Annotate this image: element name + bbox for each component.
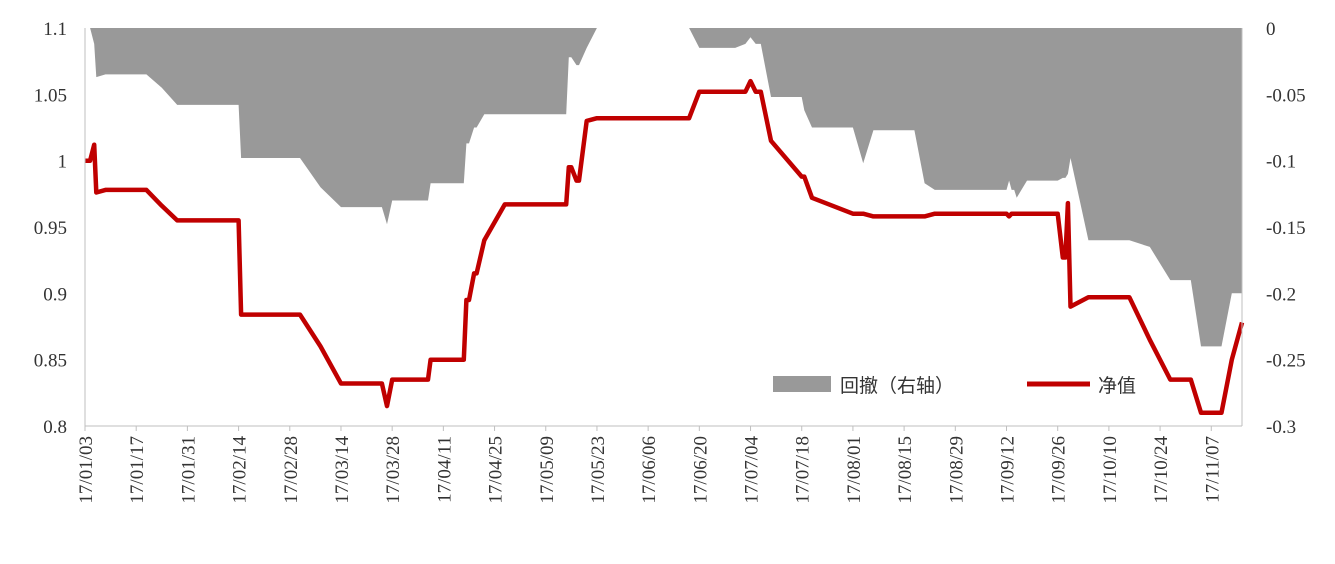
- x-tick-label: 17/07/04: [742, 436, 763, 504]
- x-tick-label: 17/05/09: [537, 436, 558, 504]
- x-tick-label: 17/03/28: [383, 436, 404, 504]
- drawdown-area: [85, 28, 1242, 347]
- right-tick-label: -0.2: [1266, 284, 1296, 305]
- left-tick-label: 0.9: [43, 284, 67, 305]
- legend: 回撤（右轴） 净值: [773, 375, 1136, 397]
- left-tick-label: 0.95: [34, 218, 67, 239]
- x-tick-label: 17/02/28: [281, 436, 302, 504]
- x-tick-label: 17/01/31: [178, 436, 199, 504]
- axes-layer: [84, 28, 1243, 427]
- x-tick-label: 17/09/26: [1049, 436, 1070, 504]
- left-tick-label: 1.1: [43, 19, 67, 40]
- right-tick-label: -0.05: [1266, 85, 1306, 106]
- x-tick-label: 17/09/12: [998, 436, 1019, 504]
- x-tick-label: 17/01/03: [76, 436, 97, 504]
- right-tick-label: -0.25: [1266, 351, 1306, 372]
- right-tick-label: -0.1: [1266, 152, 1296, 173]
- left-tick-label: 1: [58, 152, 68, 173]
- x-tick-label: 17/04/11: [434, 436, 455, 503]
- left-tick-label: 1.05: [34, 85, 67, 106]
- left-tick-label: 0.85: [34, 351, 67, 372]
- nav-line: [85, 78, 1245, 415]
- x-tick-label: 17/02/14: [230, 436, 251, 504]
- x-tick-label: 17/06/20: [690, 436, 711, 504]
- legend-label-drawdown: 回撤（右轴）: [840, 375, 954, 397]
- x-tick-label: 17/08/15: [895, 436, 916, 504]
- x-axis-ticks: 17/01/03 17/01/17 17/01/31 17/02/14 17/02/28…: [76, 426, 1223, 504]
- left-axis-ticks: 0.8 0.85 0.9 0.95 1 1.05 1.1: [34, 19, 67, 438]
- x-tick-label: 17/04/25: [486, 436, 507, 504]
- nav-line-layer: [85, 78, 1245, 415]
- x-tick-label: 17/06/06: [639, 436, 660, 504]
- x-tick-label: 17/03/14: [332, 436, 353, 504]
- x-tick-label: 17/10/10: [1100, 436, 1121, 504]
- x-tick-label: 17/10/24: [1151, 436, 1172, 504]
- left-tick-label: 0.8: [43, 417, 67, 438]
- drawdown-area-layer: [85, 28, 1242, 347]
- legend-swatch-drawdown: [773, 376, 831, 392]
- x-tick-label: 17/11/07: [1202, 436, 1223, 503]
- legend-label-nav: 净值: [1098, 375, 1136, 397]
- right-tick-label: -0.3: [1266, 417, 1296, 438]
- x-tick-label: 17/01/17: [127, 436, 148, 504]
- right-tick-label: -0.15: [1266, 218, 1306, 239]
- x-tick-label: 17/08/29: [946, 436, 967, 504]
- x-tick-label: 17/08/01: [844, 436, 865, 504]
- x-tick-label: 17/07/18: [793, 436, 814, 504]
- right-axis-ticks: -0.3 -0.25 -0.2 -0.15 -0.1 -0.05 0: [1266, 19, 1306, 438]
- x-tick-label: 17/05/23: [588, 436, 609, 504]
- right-tick-label: 0: [1266, 19, 1276, 40]
